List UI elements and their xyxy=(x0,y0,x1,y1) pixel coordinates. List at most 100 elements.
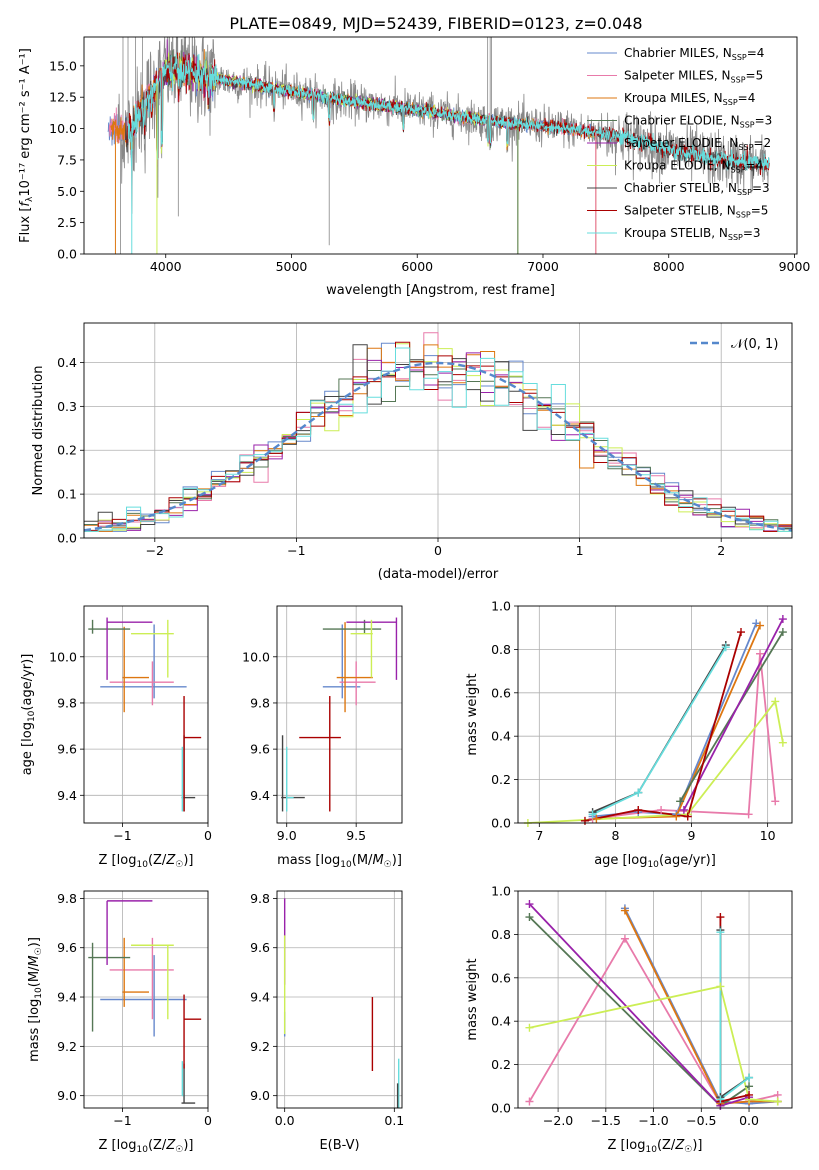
axes-frame xyxy=(276,605,403,824)
x-tick-label: 8 xyxy=(611,828,619,843)
plot-area-residuals xyxy=(84,323,792,538)
axes-frame xyxy=(517,890,793,1109)
x-tick-label: 7 xyxy=(535,828,543,843)
y-tick-label: 9.4 xyxy=(250,990,270,1005)
plot-area-weight-vs-age xyxy=(518,606,792,823)
y-tick-label: 0.0 xyxy=(491,1101,511,1116)
y-tick-label: 0.8 xyxy=(491,642,511,657)
legend-part: Salpeter MILES, N xyxy=(624,69,731,83)
label-subscript: ☉ xyxy=(175,1145,183,1155)
legend-part: =4 xyxy=(738,91,756,105)
x-tick-label: 0 xyxy=(204,828,212,843)
x-tick-label: 0.0 xyxy=(739,1113,759,1128)
axes-frame xyxy=(83,605,209,824)
y-tick-label: 10.0 xyxy=(49,121,77,136)
y-axis-label: mass weight xyxy=(465,958,480,1040)
legend-part: Chabrier ELODIE, N xyxy=(624,114,740,128)
marker-point xyxy=(679,805,688,814)
y-tick-label: 0.0 xyxy=(57,531,77,546)
axes-weight-vs-age: 7 8 9 10 0.0 0.2 0.4 0.6 0.8 1.0 xyxy=(491,599,793,843)
y-tick-label: 9.6 xyxy=(250,742,270,757)
label-part: Z xyxy=(165,1138,176,1153)
axes-spectrum: 4000 5000 6000 7000 8000 9000 0.0 2.5 5.0 7.5 10.0… xyxy=(49,36,810,274)
series-salpeter-stelib xyxy=(584,631,742,822)
legend-part: Kroupa MILES, N xyxy=(624,91,723,105)
label-part: (Z/ xyxy=(148,1138,167,1153)
y-tick-label: 0.4 xyxy=(491,729,511,744)
y-tick-label: 0.1 xyxy=(57,487,77,502)
legend-subscript: SSP xyxy=(731,76,746,85)
legend-subscript: SSP xyxy=(732,53,747,62)
marker-point xyxy=(744,810,753,819)
y-tick-label: 9.8 xyxy=(250,695,270,710)
marker-point xyxy=(592,814,601,823)
label-part: Z [ xyxy=(99,853,117,868)
y-tick-label: 9.0 xyxy=(250,1088,270,1103)
series-salpeter-stelib xyxy=(719,917,750,1103)
y-tick-label: 2.5 xyxy=(57,215,77,230)
label-part: (Z/ xyxy=(657,1138,676,1153)
x-tick-label: 6000 xyxy=(401,259,433,274)
marker-point xyxy=(580,816,589,825)
marker-point xyxy=(716,1095,725,1104)
series-chabrier-stelib xyxy=(592,644,727,813)
figure-title: PLATE=0849, MJD=52439, FIBERID=0123, z=0… xyxy=(229,14,642,33)
axes-frame xyxy=(83,322,793,539)
label-subscript: ☉ xyxy=(684,1145,692,1155)
label-part: (age/yr)] xyxy=(20,654,35,711)
y-axis-label: mass weight xyxy=(465,673,480,755)
series-kroupa-stelib xyxy=(592,646,727,816)
series-kroupa-elodie xyxy=(529,985,778,1103)
legend-part: =5 xyxy=(746,69,764,83)
x-axis-label: Z [log10 (Z/Z☉ )] xyxy=(99,853,194,870)
label-part: wavelength [Angstrom, rest frame] xyxy=(326,283,555,298)
legend-subscript: SSP xyxy=(731,166,746,175)
marker-point xyxy=(620,934,629,943)
x-tick-label: −1 xyxy=(287,543,305,558)
legend-subscript: SSP xyxy=(737,188,752,197)
plot-area-spectrum xyxy=(107,37,770,254)
legend-entry: Chabrier STELIB, NSSP=3 xyxy=(624,181,770,197)
y-tick-label: 15.0 xyxy=(49,58,77,73)
x-tick-label: 9.0 xyxy=(277,828,297,843)
x-tick-label: 0.1 xyxy=(384,1113,404,1128)
legend-part: Kroupa STELIB, N xyxy=(624,226,728,240)
marker-point xyxy=(588,810,597,819)
marker-point xyxy=(778,628,787,637)
y-tick-label: 9.2 xyxy=(250,1039,270,1054)
marker-point xyxy=(771,797,780,806)
label-part: log xyxy=(20,722,35,742)
label-part: )] xyxy=(183,853,193,868)
marker-point xyxy=(634,805,643,814)
legend-subscript: SSP xyxy=(736,211,751,220)
axes-mass-vs-Z: −1 0 9.0 9.2 9.4 9.6 9.8 xyxy=(57,890,212,1128)
marker-point xyxy=(778,615,787,624)
y-tick-label: 9.4 xyxy=(250,788,270,803)
label-part: (M/ xyxy=(352,853,373,868)
series-chabrier-stelib xyxy=(719,930,750,1099)
label-part: log xyxy=(117,1138,137,1153)
legend-part: Salpeter ELODIE, N xyxy=(624,136,738,150)
label-subscript: 10 xyxy=(136,1145,148,1155)
label-subscript: λ xyxy=(25,196,35,202)
x-tick-label: −1.5 xyxy=(591,1113,621,1128)
x-axis-label: (data-model)/error xyxy=(378,567,499,582)
x-tick-label: 4000 xyxy=(150,259,182,274)
x-axis-label: E(B-V) xyxy=(319,1138,359,1153)
label-subscript: 10 xyxy=(27,710,37,722)
label-part: (age/yr)] xyxy=(659,853,716,868)
legend-part: =3 xyxy=(752,181,770,195)
x-tick-label: 0 xyxy=(204,1113,212,1128)
x-tick-label: 9 xyxy=(688,828,696,843)
label-part: mass [ xyxy=(277,853,320,868)
x-tick-label: −1.0 xyxy=(638,1113,668,1128)
plot-area-mass-vs-Z xyxy=(84,891,208,1108)
label-part: log xyxy=(626,1138,646,1153)
plot-area-age-vs-Z xyxy=(84,606,208,823)
label-part: 10⁻¹⁷ erg cm⁻² s⁻¹ A⁻¹] xyxy=(18,48,33,197)
label-part: f xyxy=(18,200,33,207)
y-tick-label: 0.0 xyxy=(491,816,511,831)
marker-point xyxy=(672,812,681,821)
legend-entry: Kroupa ELODIE, NSSP=4 xyxy=(624,159,763,175)
